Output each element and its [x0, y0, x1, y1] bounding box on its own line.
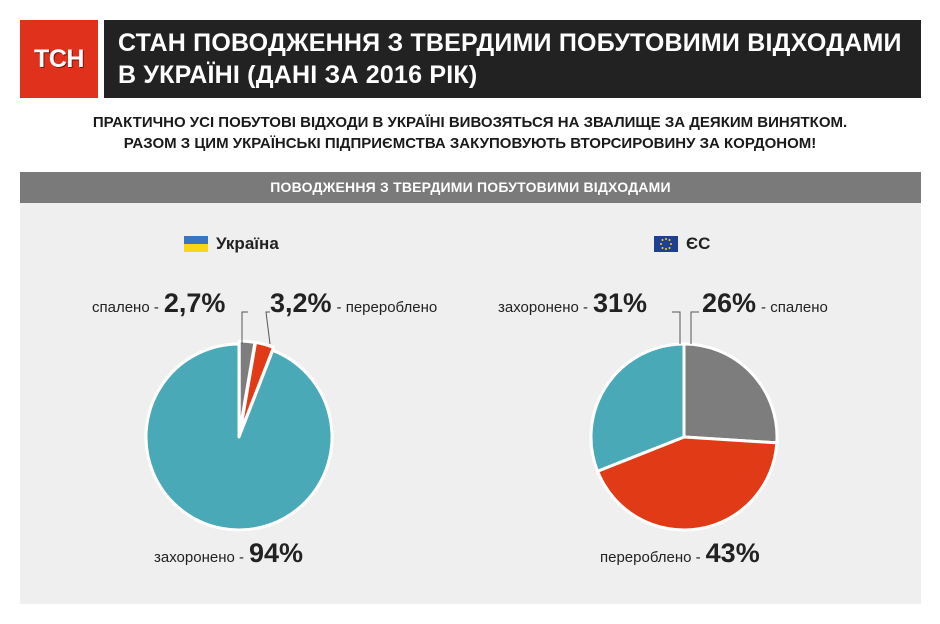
label-ua-recycled: 3,2% - перероблено	[270, 288, 438, 318]
title-line-2: В УКРАЇНІ (ДАНІ ЗА 2016 РІК)	[118, 61, 478, 89]
title-line-1: СТАН ПОВОДЖЕННЯ З ТВЕРДИМИ ПОБУТОВИМИ ВІ…	[118, 29, 902, 57]
intro-text: ПРАКТИЧНО УСІ ПОБУТОВІ ВІДХОДИ В УКРАЇНІ…	[20, 112, 920, 154]
pie-slice-eu-0	[682, 342, 779, 445]
leader-line	[672, 311, 681, 344]
value-eu-recycled: 43%	[705, 538, 760, 568]
intro-line-2: РАЗОМ З ЦИМ УКРАЇНСЬКІ ПІДПРИЄМСТВА ЗАКУ…	[123, 135, 817, 152]
logo-text: ТСН	[34, 44, 84, 73]
ukraine-flag-icon	[184, 236, 208, 252]
panel-title: ПОВОДЖЕННЯ З ТВЕРДИМИ ПОБУТОВИМИ ВІДХОДА…	[20, 172, 921, 203]
value-ua-burned: 2,7%	[163, 288, 226, 318]
pie-slice-eu-1	[596, 435, 779, 532]
leader-line	[241, 311, 248, 344]
label-ua-burned: спалено -2,7%	[92, 288, 226, 318]
pie-slice-eu-2	[589, 342, 686, 473]
leader-line	[265, 311, 271, 345]
value-ua-recycled: 3,2%	[270, 288, 332, 318]
value-ua-landfilled: 94%	[249, 538, 304, 568]
legend-ukraine-label: Україна	[216, 234, 279, 253]
label-eu-landfilled: захоронено -31%	[498, 288, 648, 318]
tsn-logo: ТСН	[20, 20, 98, 98]
leader-line	[690, 311, 699, 344]
legend-eu: ЄС	[654, 234, 710, 254]
label-eu-burned: 26% - спалено	[702, 288, 828, 318]
legend-eu-label: ЄС	[686, 234, 711, 253]
legend-ukraine: Україна	[184, 234, 279, 254]
eu-flag-icon	[654, 236, 678, 252]
page-title: СТАН ПОВОДЖЕННЯ З ТВЕРДИМИ ПОБУТОВИМИ ВІ…	[104, 20, 921, 98]
label-ua-landfilled: захоронено -94%	[154, 538, 304, 568]
pie-slice-ua-2	[144, 342, 334, 532]
pie-charts	[144, 311, 779, 532]
intro-line-1: ПРАКТИЧНО УСІ ПОБУТОВІ ВІДХОДИ В УКРАЇНІ…	[92, 114, 848, 131]
value-eu-landfilled: 31%	[593, 288, 648, 318]
label-eu-recycled: перероблено -43%	[600, 538, 760, 568]
value-eu-burned: 26%	[702, 288, 757, 318]
chart-panel: ПОВОДЖЕННЯ З ТВЕРДИМИ ПОБУТОВИМИ ВІДХОДА…	[20, 172, 921, 604]
